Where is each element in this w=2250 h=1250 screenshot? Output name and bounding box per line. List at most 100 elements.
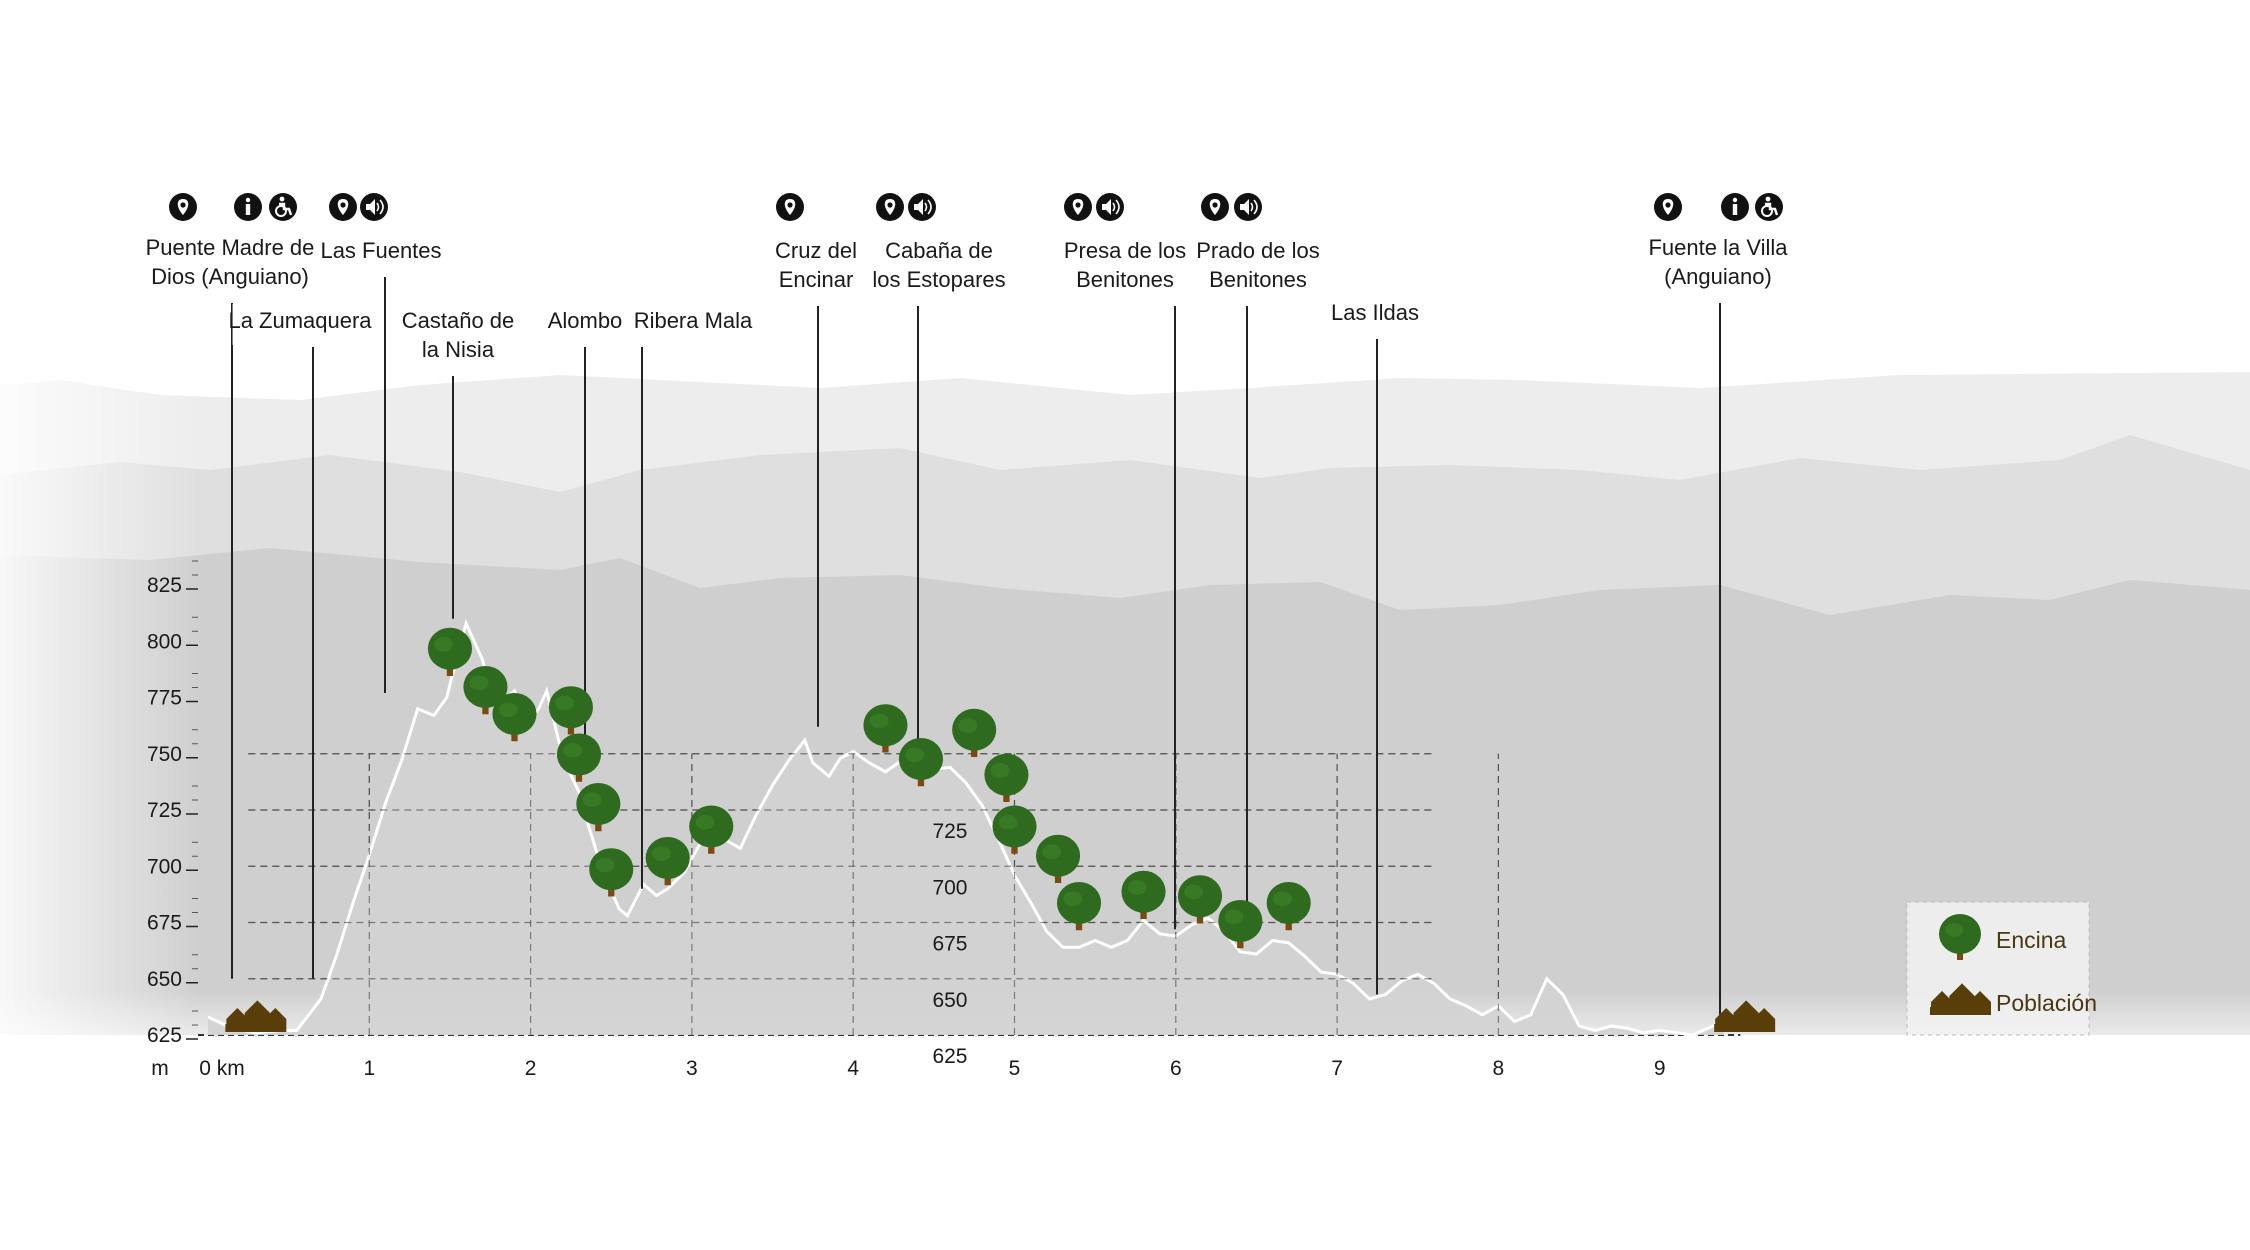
- inner-elevation-label: 700: [932, 876, 967, 899]
- settlement-markers: [225, 1000, 1776, 1032]
- oak-trees: [427, 627, 1311, 949]
- inner-elevation-label: 650: [932, 989, 967, 1012]
- pin-icon: [876, 193, 904, 221]
- waypoint-4: Alombo: [542, 304, 628, 345]
- pin-icon: [776, 193, 804, 221]
- profile-area: [208, 623, 1725, 1035]
- waypoint-label: Presa de los: [1064, 238, 1186, 263]
- waypoint-3: Castaño de la Nisia: [400, 304, 516, 374]
- inner-elevation-label: 675: [932, 933, 967, 956]
- legend-item: Población: [1930, 983, 2097, 1016]
- x-tick-label: 4: [847, 1057, 859, 1080]
- tree-icon: [548, 686, 593, 735]
- tree-icon: [556, 733, 602, 782]
- x-tick-label: 1: [363, 1057, 375, 1080]
- accessibility-icon: [1755, 193, 1783, 221]
- tree-icon: [463, 665, 508, 715]
- info-icon: [1721, 193, 1749, 221]
- waypoint-label: Encinar: [779, 267, 854, 292]
- waypoint-label: Dios (Anguiano): [151, 264, 309, 289]
- label-bg: [880, 234, 998, 304]
- audio-icon: [360, 193, 388, 221]
- waypoint-label: Castaño de: [402, 308, 515, 333]
- y-tick-label: 775: [147, 687, 182, 710]
- waypoint-0: Puente Madre de Dios (Anguiano): [146, 193, 315, 301]
- x-axis: 0 km 1 2 3 4 5 6 7 8 9: [199, 1057, 1665, 1080]
- tree-icon: [589, 848, 634, 897]
- label-bg: [637, 304, 749, 345]
- waypoint-label: (Anguiano): [1664, 264, 1772, 289]
- tree-icon: [1056, 881, 1102, 931]
- x-tick-label: 0 km: [199, 1057, 245, 1080]
- waypoint-1: La Zumaquera: [228, 304, 372, 345]
- legend-item: Encina: [1939, 914, 2067, 960]
- annotation-leader-lines: [231, 277, 1721, 1015]
- y-tick-label: 700: [147, 855, 182, 878]
- audio-icon: [908, 193, 936, 221]
- tree-icon: [645, 836, 690, 886]
- label-bg: [1064, 234, 1186, 304]
- y-tick-label: 650: [147, 968, 182, 991]
- waypoint-10: Las Ildas: [1331, 296, 1419, 337]
- waypoint-6: Cruz del Encinar: [775, 193, 857, 304]
- tree-icon: [1939, 914, 1981, 960]
- label-bg: [780, 234, 852, 304]
- waypoint-label: Puente Madre de: [146, 235, 315, 260]
- label-bg: [232, 304, 368, 345]
- label-bg: [327, 234, 435, 275]
- waypoint-9: Prado de los Benitones: [1196, 193, 1320, 304]
- label-bg: [152, 231, 308, 301]
- tree-icon: [689, 805, 734, 854]
- tree-icon: [1036, 834, 1081, 883]
- info-icon: [234, 193, 262, 221]
- y-tick-label: 625: [147, 1024, 182, 1047]
- tree-icon: [1177, 875, 1223, 924]
- x-tick-label: 3: [686, 1057, 698, 1080]
- audio-icon: [1096, 193, 1124, 221]
- waypoint-label: Fuente la Villa: [1648, 235, 1788, 260]
- inner-elevation-labels: 725 700 675 650 625: [932, 820, 967, 1068]
- legend-label: Población: [1996, 990, 2097, 1016]
- waypoint-label: Las Fuentes: [320, 238, 441, 263]
- waypoint-label: La Zumaquera: [228, 308, 372, 333]
- y-unit-label: m: [151, 1057, 169, 1080]
- pin-icon: [1654, 193, 1682, 221]
- inner-elevation-label: 625: [932, 1045, 967, 1068]
- y-tick-label: 800: [147, 630, 182, 653]
- tree-icon: [492, 692, 537, 742]
- tree-icon: [898, 737, 943, 787]
- mountain-silhouette-background: [0, 372, 2250, 1250]
- waypoint-label: Prado de los: [1196, 238, 1320, 263]
- waypoint-2: Las Fuentes: [320, 193, 442, 275]
- x-tick-label: 5: [1009, 1057, 1021, 1080]
- tree-icon: [427, 627, 473, 676]
- pin-icon: [329, 193, 357, 221]
- tree-icon: [863, 704, 908, 753]
- pin-icon: [169, 193, 197, 221]
- x-tick-label: 8: [1493, 1057, 1505, 1080]
- tree-icon: [1121, 870, 1166, 919]
- tree-icon: [1266, 881, 1311, 931]
- x-tick-label: 9: [1654, 1057, 1666, 1080]
- y-tick-label: 725: [147, 799, 182, 822]
- pin-icon: [1201, 193, 1229, 221]
- waypoint-label: los Estopares: [872, 267, 1005, 292]
- y-tick-label: 825: [147, 574, 182, 597]
- accessibility-icon: [269, 193, 297, 221]
- waypoint-label: Las Ildas: [1331, 300, 1419, 325]
- waypoint-label: Cabaña de: [885, 238, 993, 263]
- waypoint-label: Ribera Mala: [634, 308, 753, 333]
- y-tick-label: 750: [147, 743, 182, 766]
- waypoint-11: Fuente la Villa (Anguiano): [1640, 193, 1796, 301]
- pin-icon: [1064, 193, 1092, 221]
- waypoint-annotations: Puente Madre de Dios (Anguiano) La Zumaque…: [146, 193, 1796, 374]
- waypoint-5: Ribera Mala: [634, 304, 753, 345]
- waypoint-label: Benitones: [1076, 267, 1174, 292]
- waypoint-7: Cabaña de los Estopares: [872, 193, 1006, 304]
- label-bg: [1640, 231, 1796, 301]
- x-tick-label: 6: [1170, 1057, 1182, 1080]
- y-axis: 625 650 675 700 725 750 775 800 825 m: [147, 560, 198, 1080]
- legend: Encina Población: [1906, 901, 2097, 1036]
- village-icon: [225, 1000, 287, 1032]
